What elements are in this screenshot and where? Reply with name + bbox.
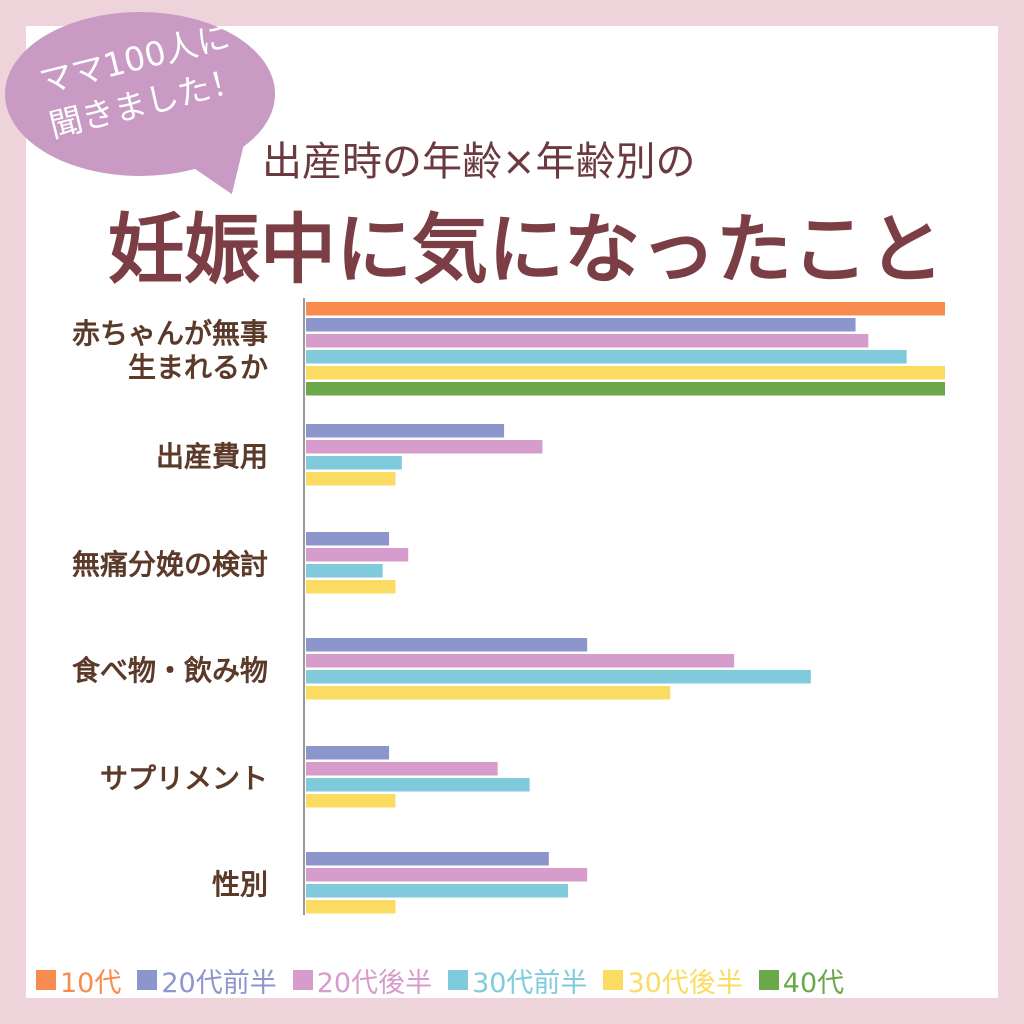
- category-label-0-line1: 生まれるか: [128, 351, 268, 384]
- legend-item-1: 20代前半: [137, 961, 277, 1000]
- legend-swatch-3: [448, 970, 469, 990]
- bar-cat3-series4: [306, 686, 671, 700]
- bar-cat3-series1: [306, 638, 588, 652]
- legend-item-4: 30代後半: [603, 961, 743, 1000]
- bar-cat4-series3: [306, 778, 530, 792]
- chart-title: 妊娠中に気になったこと: [108, 205, 944, 294]
- bar-cat0-series1: [306, 318, 856, 332]
- category-label-5: 性別: [212, 868, 268, 901]
- legend-label-4: 30代後半: [627, 967, 743, 999]
- bar-cat3-series2: [306, 654, 735, 668]
- legend-label-3: 30代前半: [472, 967, 588, 999]
- legend-item-5: 40代: [758, 961, 845, 1000]
- bar-cat5-series4: [306, 900, 396, 914]
- legend-swatch-4: [603, 970, 624, 990]
- bar-cat2-series4: [306, 580, 396, 594]
- bar-cat5-series1: [306, 852, 549, 866]
- bar-cat2-series2: [306, 548, 409, 562]
- bar-cat1-series2: [306, 440, 543, 454]
- bar-cat5-series2: [306, 868, 588, 882]
- chart-subtitle: 出産時の年齢×年齢別の: [262, 139, 696, 185]
- legend-swatch-5: [758, 970, 779, 990]
- bar-cat4-series2: [306, 762, 498, 776]
- legend-item-0: 10代: [36, 961, 121, 1000]
- legend-label-5: 40代: [782, 967, 845, 999]
- bar-cat0-series4: [306, 366, 945, 380]
- legend-item-2: 20代後半: [292, 961, 433, 1000]
- bar-cat0-series0: [306, 302, 945, 316]
- bar-cat1-series1: [306, 424, 505, 438]
- category-label-0-line0: 赤ちゃんが無事: [72, 317, 268, 350]
- category-label-4: サプリメント: [100, 762, 268, 795]
- chart-card: [26, 26, 998, 998]
- category-label-1: 出産費用: [156, 440, 268, 473]
- bar-cat0-series5: [306, 382, 945, 396]
- legend-label-0: 10代: [60, 967, 122, 999]
- bar-cat5-series3: [306, 884, 568, 898]
- legend-label-2: 20代後半: [316, 967, 433, 999]
- bar-cat4-series1: [306, 746, 390, 760]
- bar-cat1-series3: [306, 456, 402, 470]
- bar-cat2-series1: [306, 532, 390, 546]
- legend-swatch-1: [137, 970, 158, 990]
- bar-cat0-series2: [306, 334, 869, 348]
- legend-swatch-0: [36, 970, 56, 990]
- bar-cat3-series3: [306, 670, 811, 684]
- legend-item-3: 30代前半: [448, 961, 587, 1000]
- bar-cat1-series4: [306, 472, 396, 486]
- bar-cat0-series3: [306, 350, 907, 364]
- chart-legend: 10代 20代前半 20代後半 30代前半 30代後半 40代: [36, 960, 844, 1000]
- legend-swatch-2: [292, 970, 313, 990]
- speech-bubble: [5, 12, 275, 176]
- category-label-2: 無痛分娩の検討: [72, 548, 268, 581]
- bar-cat4-series4: [306, 794, 396, 808]
- bar-cat2-series3: [306, 564, 383, 578]
- legend-label-1: 20代前半: [161, 967, 277, 999]
- category-label-3: 食べ物・飲み物: [72, 654, 268, 687]
